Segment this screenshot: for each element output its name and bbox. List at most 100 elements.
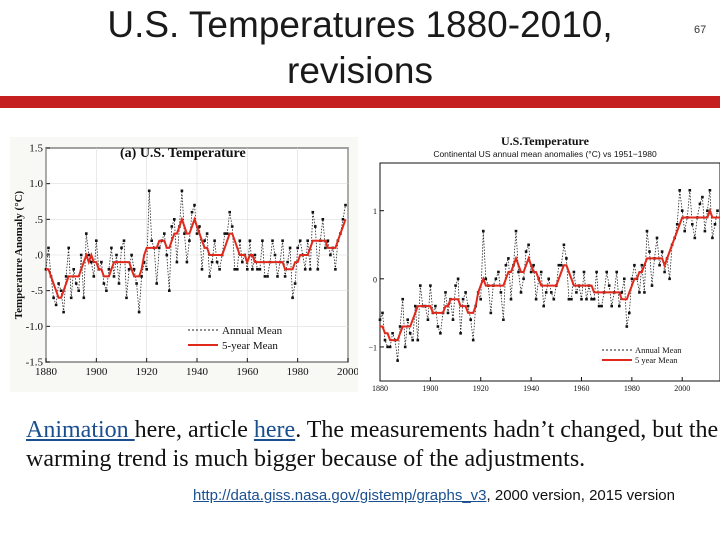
annual-mean-point xyxy=(117,282,121,285)
annual-mean-point xyxy=(298,239,302,242)
annual-mean-point xyxy=(414,304,417,308)
annual-mean-point xyxy=(419,284,422,287)
annual-mean-point xyxy=(165,253,169,257)
y-tick-label: 1.5 xyxy=(29,143,43,155)
annual-mean-point xyxy=(494,277,498,281)
annual-mean-point xyxy=(713,223,717,226)
annual-mean-point xyxy=(668,277,671,281)
annual-mean-point xyxy=(638,291,641,294)
annual-mean-point xyxy=(82,296,86,300)
annual-mean-point xyxy=(308,268,312,271)
annual-mean-point xyxy=(215,260,219,264)
annual-mean-point xyxy=(142,260,146,264)
annual-mean-point xyxy=(145,268,148,271)
annual-mean-line xyxy=(379,190,718,361)
annual-mean-point xyxy=(524,250,528,253)
annual-mean-point xyxy=(79,253,83,257)
annual-mean-point xyxy=(291,296,294,300)
annual-mean-point xyxy=(155,282,158,285)
annual-mean-point xyxy=(600,304,603,308)
annual-mean-point xyxy=(122,239,126,242)
annual-mean-point xyxy=(173,218,176,221)
caption-part-2: . The measurements hadn’t changed, but t… xyxy=(26,417,719,472)
source-note: http://data.giss.nasa.gov/gistemp/graphs… xyxy=(193,486,720,506)
annual-mean-point xyxy=(640,263,644,267)
annual-mean-point xyxy=(539,270,543,274)
annual-mean-point xyxy=(256,268,259,271)
annual-mean-point xyxy=(170,225,174,228)
x-tick-label: 1920 xyxy=(473,384,489,393)
annual-mean-point xyxy=(102,282,106,285)
annual-mean-point xyxy=(386,345,389,349)
annual-mean-point xyxy=(529,270,533,274)
annual-mean-point xyxy=(112,275,116,278)
annual-mean-point xyxy=(198,225,201,228)
annual-mean-point xyxy=(406,318,409,321)
annual-mean-point xyxy=(107,268,111,271)
chart-b-series xyxy=(378,189,720,362)
annual-mean-point xyxy=(466,304,470,308)
annual-mean-point xyxy=(391,332,394,335)
annual-mean-point xyxy=(100,260,103,264)
annual-mean-point xyxy=(120,246,123,250)
giss-url-link[interactable]: http://data.giss.nasa.gov/gistemp/graphs… xyxy=(193,487,487,504)
annual-mean-point xyxy=(344,203,347,207)
chart-a-title: (a) U.S. Temperature xyxy=(120,146,246,161)
annual-mean-point xyxy=(266,275,269,278)
five-year-mean-line xyxy=(46,216,347,299)
chart-a-series xyxy=(44,189,347,314)
annual-mean-point xyxy=(489,311,493,315)
annual-mean-point xyxy=(341,218,345,221)
annual-mean-point xyxy=(190,210,194,214)
article-link[interactable]: here xyxy=(253,417,296,443)
annual-mean-point xyxy=(147,189,151,193)
title-divider-bar xyxy=(0,96,720,108)
annual-mean-point xyxy=(567,297,571,301)
annual-mean-point xyxy=(625,325,629,328)
chart-b-legend: Annual Mean 5 year Mean xyxy=(602,345,682,365)
annual-mean-point xyxy=(175,260,179,264)
annual-mean-point xyxy=(87,253,91,257)
annual-mean-point xyxy=(620,291,624,294)
chart-b-x-tick-labels: 1880 1900 1920 1940 1960 1980 2000 xyxy=(372,384,690,393)
annual-mean-point xyxy=(110,246,113,250)
annual-mean-point xyxy=(590,297,593,301)
annual-mean-point xyxy=(550,291,553,294)
annual-mean-point xyxy=(230,225,234,228)
annual-mean-point xyxy=(135,282,138,285)
annual-mean-point xyxy=(283,275,287,278)
annual-mean-point xyxy=(381,311,384,315)
annual-mean-point xyxy=(663,270,666,274)
annual-mean-point xyxy=(469,318,472,321)
annual-mean-point xyxy=(85,232,88,235)
annual-mean-point xyxy=(205,232,209,235)
annual-mean-point xyxy=(429,284,432,287)
annual-mean-point xyxy=(607,284,611,287)
x-tick-label: 1940 xyxy=(186,366,209,378)
title-line-2: revisions xyxy=(287,50,433,91)
annual-mean-point xyxy=(195,232,199,235)
annual-mean-point xyxy=(95,239,98,242)
annual-mean-point xyxy=(62,310,65,314)
annual-mean-point xyxy=(398,325,402,328)
x-tick-label: 1900 xyxy=(422,384,438,393)
chart-b-us-temperature-2015-version: U.S.Temperature Continental US annual me… xyxy=(367,135,720,395)
animation-link[interactable]: Animation xyxy=(26,417,135,443)
annual-mean-point xyxy=(605,270,608,274)
annual-mean-point xyxy=(575,291,578,294)
caption-part-1: here, article xyxy=(134,417,254,443)
annual-mean-point xyxy=(509,297,513,301)
annual-mean-point xyxy=(225,232,229,235)
annual-mean-point xyxy=(132,268,136,271)
annual-mean-point xyxy=(706,209,709,212)
annual-mean-point xyxy=(698,202,702,206)
slide-title: U.S. Temperatures 1880-2010, revisions xyxy=(40,2,680,94)
annual-mean-point xyxy=(183,232,186,235)
annual-mean-point xyxy=(623,277,626,281)
annual-mean-point xyxy=(544,291,548,294)
annual-mean-point xyxy=(572,270,576,274)
annual-mean-point xyxy=(140,275,143,278)
annual-mean-point xyxy=(273,253,277,257)
annual-mean-point xyxy=(314,225,317,228)
annual-mean-point xyxy=(479,297,482,301)
